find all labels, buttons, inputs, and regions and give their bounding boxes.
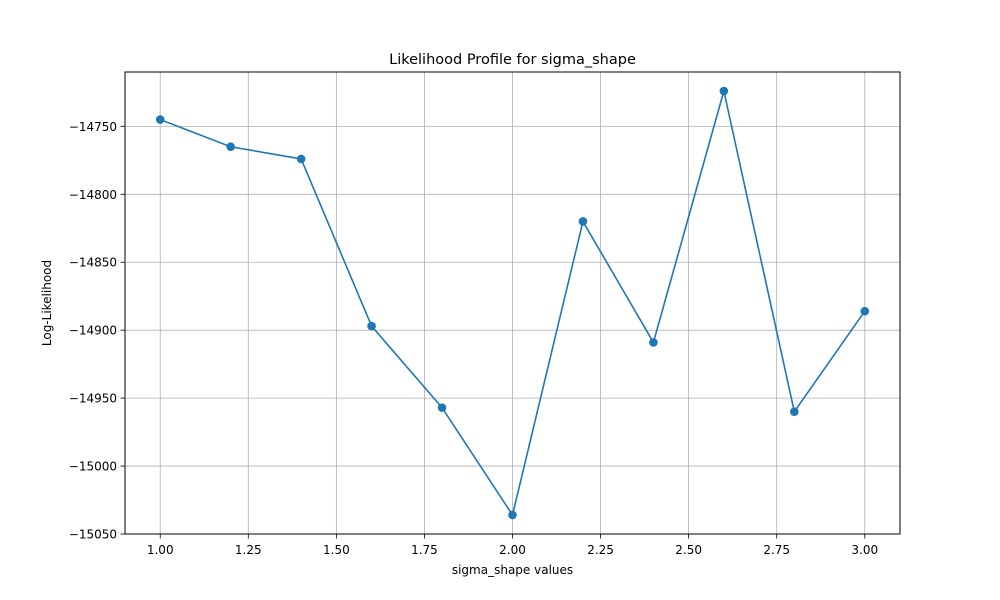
y-tick-label: −14850 [69,256,117,270]
chart-title: Likelihood Profile for sigma_shape [389,52,636,68]
y-tick-label: −14750 [69,120,117,134]
y-tick-label: −14800 [69,188,117,202]
y-axis-title: Log-Likelihood [40,260,54,346]
x-tick-label: 2.25 [587,543,614,557]
x-tick-label: 2.75 [763,543,790,557]
data-point [226,142,235,152]
data-point [578,217,588,226]
x-tick-label: 1.00 [147,543,174,557]
x-tick-label: 2.50 [675,543,702,557]
grid [125,72,900,535]
data-point [719,86,729,96]
axis-ticks: 1.00 1.25 1.50 1.75 2.00 2.25 2.50 2.75 3.00 −147… [69,120,878,557]
x-tick-label: 1.25 [235,543,262,557]
data-point [790,407,799,417]
data-point [649,338,658,347]
x-axis-title: sigma_shape values [452,563,573,577]
data-point [508,510,517,520]
y-tick-label: −14950 [69,392,117,406]
x-tick-label: 2.00 [499,543,526,557]
plot-lines [155,86,870,520]
x-tick-label: 3.00 [851,543,878,557]
x-tick-label: 1.75 [411,543,438,557]
data-point [367,321,376,331]
y-tick-label: −15050 [69,528,117,542]
data-point [296,154,306,164]
x-tick-label: 1.50 [323,543,350,557]
data-point [155,115,165,124]
data-point [860,306,870,316]
y-tick-label: −14900 [69,324,117,338]
y-tick-label: −15000 [69,460,117,474]
data-point [437,403,447,412]
